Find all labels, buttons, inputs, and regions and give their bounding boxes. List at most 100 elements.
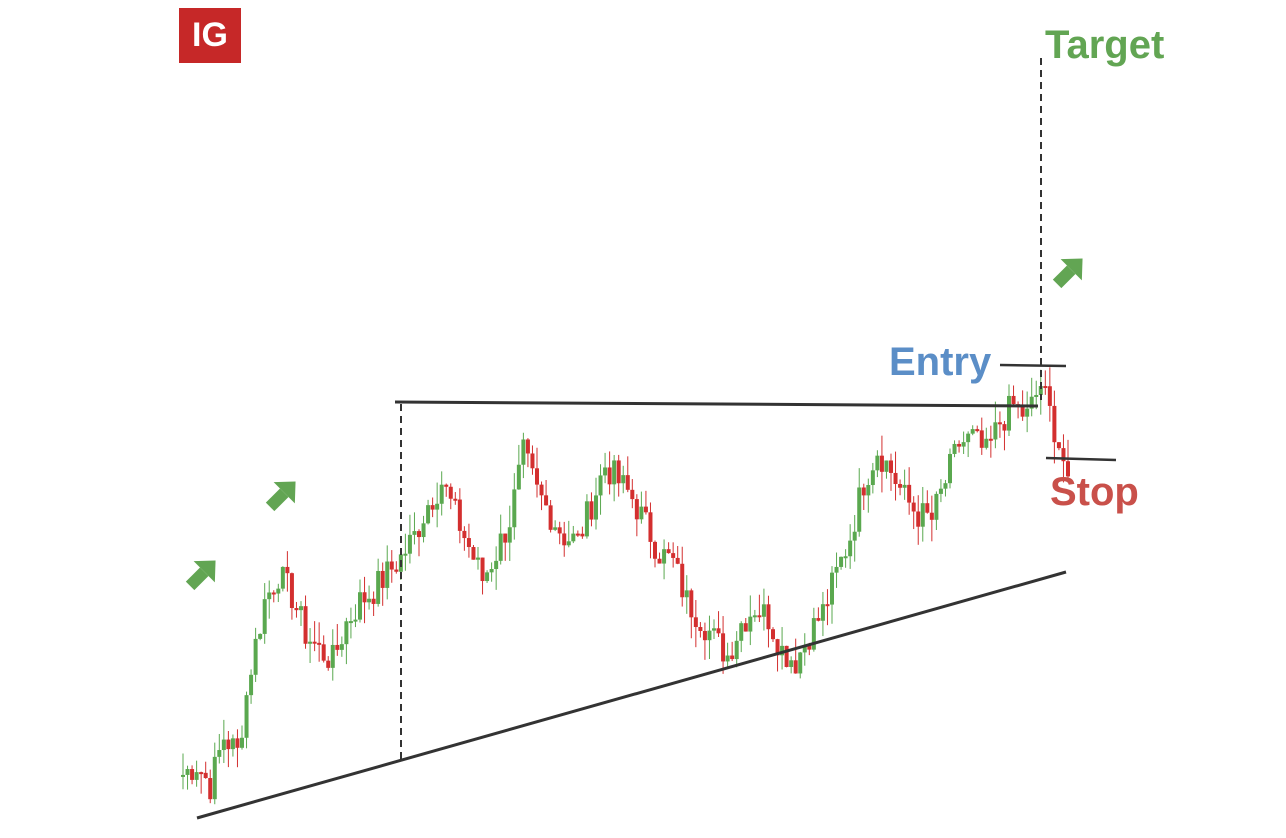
candle-body xyxy=(394,569,399,572)
candle-body xyxy=(1066,461,1070,477)
candle-body xyxy=(830,572,834,605)
candle-body xyxy=(1056,442,1061,449)
candle-body xyxy=(507,527,512,543)
candle-body xyxy=(190,769,195,780)
candle-body xyxy=(752,615,757,618)
candle-body xyxy=(580,533,585,537)
candle-body xyxy=(553,527,558,530)
candle-body xyxy=(653,541,657,559)
candle-body xyxy=(721,633,726,662)
candle-body xyxy=(802,645,807,653)
candle-body xyxy=(730,655,735,660)
candle-body xyxy=(789,660,794,667)
candle-body xyxy=(934,493,939,520)
candle-body xyxy=(280,566,285,589)
candle-body xyxy=(975,429,980,432)
candle-body xyxy=(557,527,562,534)
candle-body xyxy=(807,645,812,650)
candle-body xyxy=(494,560,499,570)
candle-body xyxy=(920,503,925,527)
candle-body xyxy=(952,443,957,454)
candle-body xyxy=(312,641,317,644)
candle-body xyxy=(385,561,390,588)
candle-body xyxy=(530,453,535,469)
candle-body xyxy=(925,503,930,513)
candle-body xyxy=(485,572,490,582)
ig-logo: IG xyxy=(179,8,241,63)
candle-body xyxy=(693,617,698,628)
candle-body xyxy=(725,655,730,662)
candle-body xyxy=(308,641,313,644)
target-label: Target xyxy=(1045,23,1164,67)
stop-label: Stop xyxy=(1050,470,1139,514)
candle-body xyxy=(875,455,880,471)
candle-body xyxy=(1047,386,1052,406)
candle-body xyxy=(689,590,694,618)
candle-body xyxy=(607,467,612,485)
candle-body xyxy=(412,531,417,535)
candle-body xyxy=(916,511,921,527)
candle-body xyxy=(970,429,975,434)
candle-body xyxy=(426,505,431,524)
candle-body xyxy=(857,487,862,532)
candle-body xyxy=(743,623,748,632)
up-right-arrow-icon xyxy=(185,560,216,591)
candle-body xyxy=(317,642,322,645)
candle-body xyxy=(816,618,821,621)
candle-body xyxy=(199,772,204,775)
candle-body xyxy=(766,604,771,630)
candle-body xyxy=(1011,395,1016,405)
candle-body xyxy=(834,566,839,573)
candle-body xyxy=(775,639,780,656)
candle-body xyxy=(466,538,471,548)
candle-body xyxy=(825,604,830,607)
candles-group xyxy=(181,367,1070,805)
candle-body xyxy=(430,505,435,510)
candle-body xyxy=(630,489,635,500)
candle-body xyxy=(843,556,848,559)
candle-body xyxy=(584,501,589,537)
candle-body xyxy=(321,644,326,661)
candle-body xyxy=(217,750,222,757)
candle-body xyxy=(702,630,707,641)
candle-body xyxy=(194,772,199,780)
candle-body xyxy=(893,472,898,485)
candle-body xyxy=(993,422,998,440)
candle-body xyxy=(866,485,871,496)
candle-body xyxy=(589,501,594,520)
candle-body xyxy=(861,487,866,496)
candle-body xyxy=(516,464,521,490)
candle-body xyxy=(367,598,372,603)
candle-body xyxy=(1007,395,1011,431)
entry-label: Entry xyxy=(889,340,992,384)
candle-body xyxy=(1025,408,1030,417)
candle-body xyxy=(221,739,226,751)
candle-body xyxy=(671,553,676,558)
candle-body xyxy=(657,558,662,564)
candle-body xyxy=(879,455,884,472)
candle-body xyxy=(212,756,217,800)
candle-body xyxy=(757,615,762,618)
candle-body xyxy=(289,573,294,609)
candle-body xyxy=(448,486,453,499)
candle-body xyxy=(453,498,458,501)
candle-body xyxy=(771,629,775,640)
candle-body xyxy=(262,599,267,634)
candle-body xyxy=(403,553,408,556)
candle-body xyxy=(639,506,644,520)
candle-body xyxy=(230,738,235,750)
candle-body xyxy=(761,604,766,617)
candle-body xyxy=(634,499,639,520)
candle-body xyxy=(1038,386,1043,395)
candle-body xyxy=(249,674,254,696)
candle-body xyxy=(371,598,376,604)
candle-body xyxy=(748,616,753,632)
candle-body xyxy=(535,468,539,485)
candle-body xyxy=(498,533,503,561)
candle-body xyxy=(299,606,303,611)
candle-body xyxy=(226,739,231,750)
candle-body xyxy=(594,495,598,520)
candle-body xyxy=(566,541,571,546)
candle-body xyxy=(961,442,966,447)
